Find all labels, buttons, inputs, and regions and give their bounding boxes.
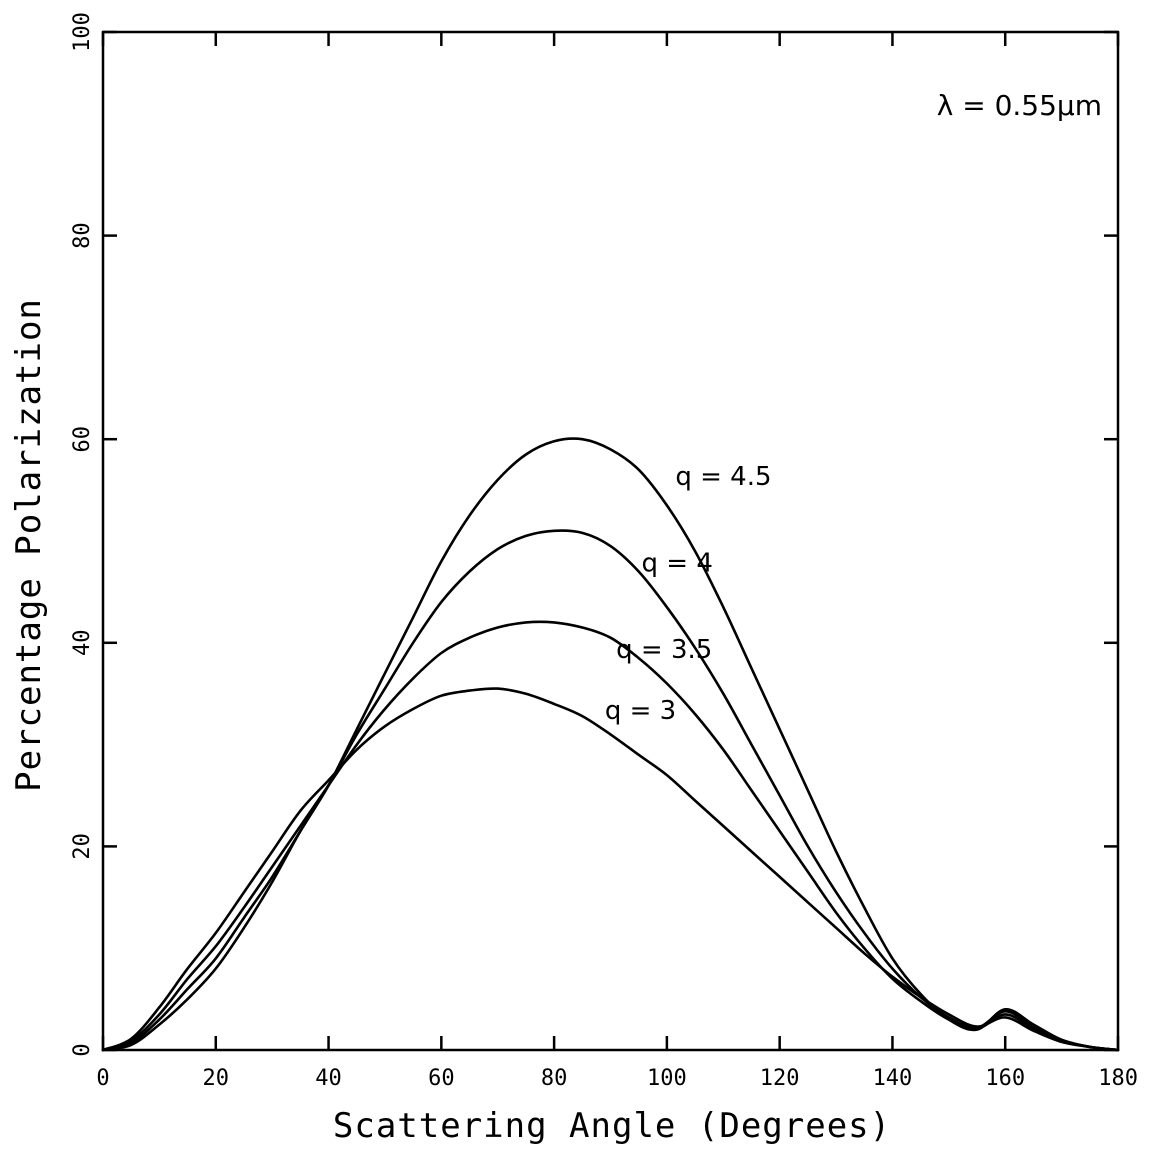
- x-tick-label: 180: [1098, 1066, 1138, 1091]
- y-tick-label: 0: [70, 1043, 95, 1056]
- y-tick-label: 20: [70, 833, 95, 860]
- y-tick-label: 40: [70, 630, 95, 657]
- series-label-3: q = 3.5: [616, 635, 712, 665]
- series-lines: [101, 437, 1120, 1052]
- y-axis-title: Percentage Polarization: [9, 298, 49, 792]
- x-axis-title: Scattering Angle (Degrees): [333, 1106, 891, 1146]
- series-line-3: [101, 620, 1120, 1052]
- x-tick-label: 0: [96, 1066, 109, 1091]
- x-tick-label: 60: [428, 1066, 455, 1091]
- series-label-2: q = 4: [642, 549, 713, 579]
- y-tick-label: 60: [70, 426, 95, 453]
- y-tick-label: 80: [70, 222, 95, 249]
- x-tick-label: 140: [873, 1066, 913, 1091]
- x-tick-label: 80: [541, 1066, 568, 1091]
- x-tick-label: 120: [760, 1066, 800, 1091]
- axis-ticks: 0 20 40 60 80 100 120 140 160 180 0 20 40 60 80 100: [70, 12, 1138, 1091]
- series-label-4: q = 3: [605, 696, 676, 726]
- series-line-2: [101, 529, 1120, 1052]
- series-line-4: [101, 687, 1120, 1052]
- wavelength-annotation: λ = 0.55μm: [937, 89, 1102, 122]
- x-tick-label: 40: [315, 1066, 342, 1091]
- x-tick-label: 100: [647, 1066, 687, 1091]
- series-label-1: q = 4.5: [675, 462, 771, 492]
- x-tick-label: 20: [203, 1066, 230, 1091]
- x-tick-label: 160: [985, 1066, 1025, 1091]
- plot-frame: [101, 30, 1120, 1052]
- curve-labels: q = 4.5 q = 4 q = 3.5 q = 3: [605, 462, 772, 726]
- y-tick-label: 100: [70, 12, 95, 52]
- plot-area: [101, 30, 1120, 1052]
- series-line-1: [101, 437, 1120, 1052]
